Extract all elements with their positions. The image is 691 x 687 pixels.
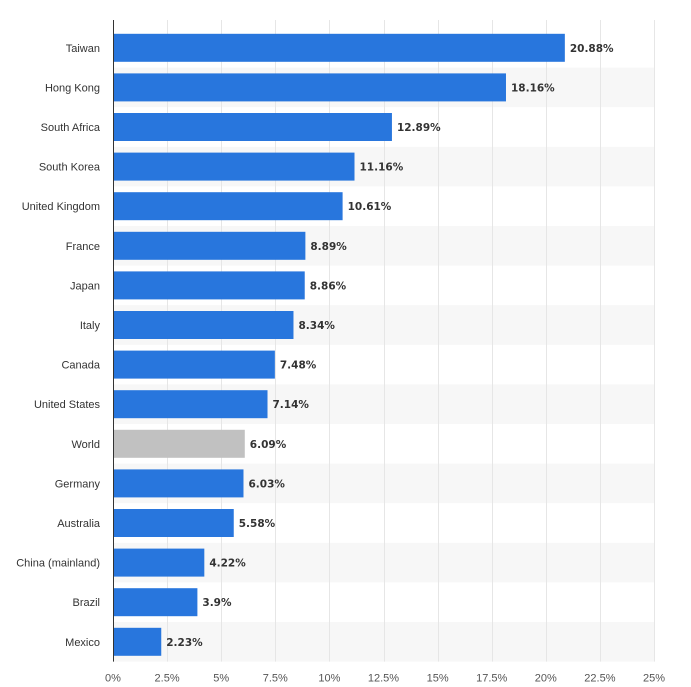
x-tick-label: 0%	[105, 673, 121, 685]
category-label: China (mainland)	[16, 558, 100, 570]
row-band	[113, 622, 654, 662]
value-label: 10.61%	[348, 201, 392, 213]
value-label: 2.23%	[166, 637, 203, 649]
bar-united-states[interactable]	[113, 390, 268, 419]
bar-australia[interactable]	[113, 509, 234, 537]
value-label: 8.86%	[310, 280, 347, 292]
x-tick-label: 7.5%	[263, 673, 288, 685]
value-label: 8.34%	[298, 320, 335, 332]
category-label: Germany	[55, 478, 101, 490]
category-label: Canada	[61, 360, 100, 372]
bar-italy[interactable]	[113, 311, 294, 339]
value-label: 8.89%	[310, 241, 347, 253]
bar-taiwan[interactable]	[113, 33, 565, 62]
category-label: Japan	[70, 280, 100, 292]
category-label: World	[71, 439, 100, 451]
x-axis: 0% 2.5% 5% 7.5% 10% 12.5% 15% 17.5% 20% 22.5% 25%	[105, 20, 665, 685]
value-label: 12.89%	[397, 122, 441, 134]
category-label: Hong Kong	[45, 82, 100, 94]
bar-canada[interactable]	[113, 350, 275, 379]
x-tick-label: 2.5%	[155, 673, 180, 685]
value-label: 18.16%	[511, 82, 555, 94]
category-label: Italy	[80, 320, 101, 332]
value-labels: 20.88% 18.16% 12.89% 11.16% 10.61% 8.89% 8.86%…	[166, 43, 614, 649]
bar-south-korea[interactable]	[113, 152, 355, 181]
value-label: 11.16%	[360, 162, 404, 174]
bar-germany[interactable]	[113, 469, 244, 498]
bar-france[interactable]	[113, 231, 306, 260]
value-label: 3.9%	[202, 597, 232, 609]
value-label: 7.48%	[280, 360, 317, 372]
category-label: France	[66, 241, 100, 253]
x-tick-label: 25%	[643, 673, 665, 685]
category-label: South Korea	[39, 162, 101, 174]
bar-japan[interactable]	[113, 271, 305, 300]
value-label: 5.58%	[239, 518, 276, 530]
x-tick-label: 22.5%	[584, 673, 615, 685]
x-tick-label: 17.5%	[476, 673, 507, 685]
bar-brazil[interactable]	[113, 588, 198, 617]
bar-china-mainland[interactable]	[113, 548, 205, 577]
x-tick-label: 20%	[535, 673, 557, 685]
category-label: Mexico	[65, 637, 100, 649]
category-label: Taiwan	[66, 43, 100, 55]
bar-south-africa[interactable]	[113, 113, 392, 141]
x-tick-label: 12.5%	[368, 673, 399, 685]
bar-world[interactable]	[113, 429, 245, 458]
x-tick-label: 5%	[213, 673, 229, 685]
value-label: 6.09%	[250, 439, 287, 451]
value-label: 7.14%	[273, 399, 310, 411]
category-label: Australia	[57, 518, 101, 530]
category-label: South Africa	[41, 122, 101, 134]
bar-mexico[interactable]	[113, 627, 162, 656]
bars	[113, 33, 565, 656]
category-label: United Kingdom	[22, 201, 100, 213]
bar-hong-kong[interactable]	[113, 73, 506, 102]
x-tick-label: 10%	[318, 673, 340, 685]
bar-united-kingdom[interactable]	[113, 192, 343, 221]
category-label: Brazil	[72, 597, 100, 609]
value-label: 6.03%	[248, 478, 285, 490]
category-label: United States	[34, 399, 101, 411]
category-labels: Taiwan Hong Kong South Africa South Korea Un…	[16, 43, 101, 649]
value-label: 20.88%	[570, 43, 614, 55]
x-tick-label: 15%	[427, 673, 449, 685]
value-label: 4.22%	[209, 558, 246, 570]
